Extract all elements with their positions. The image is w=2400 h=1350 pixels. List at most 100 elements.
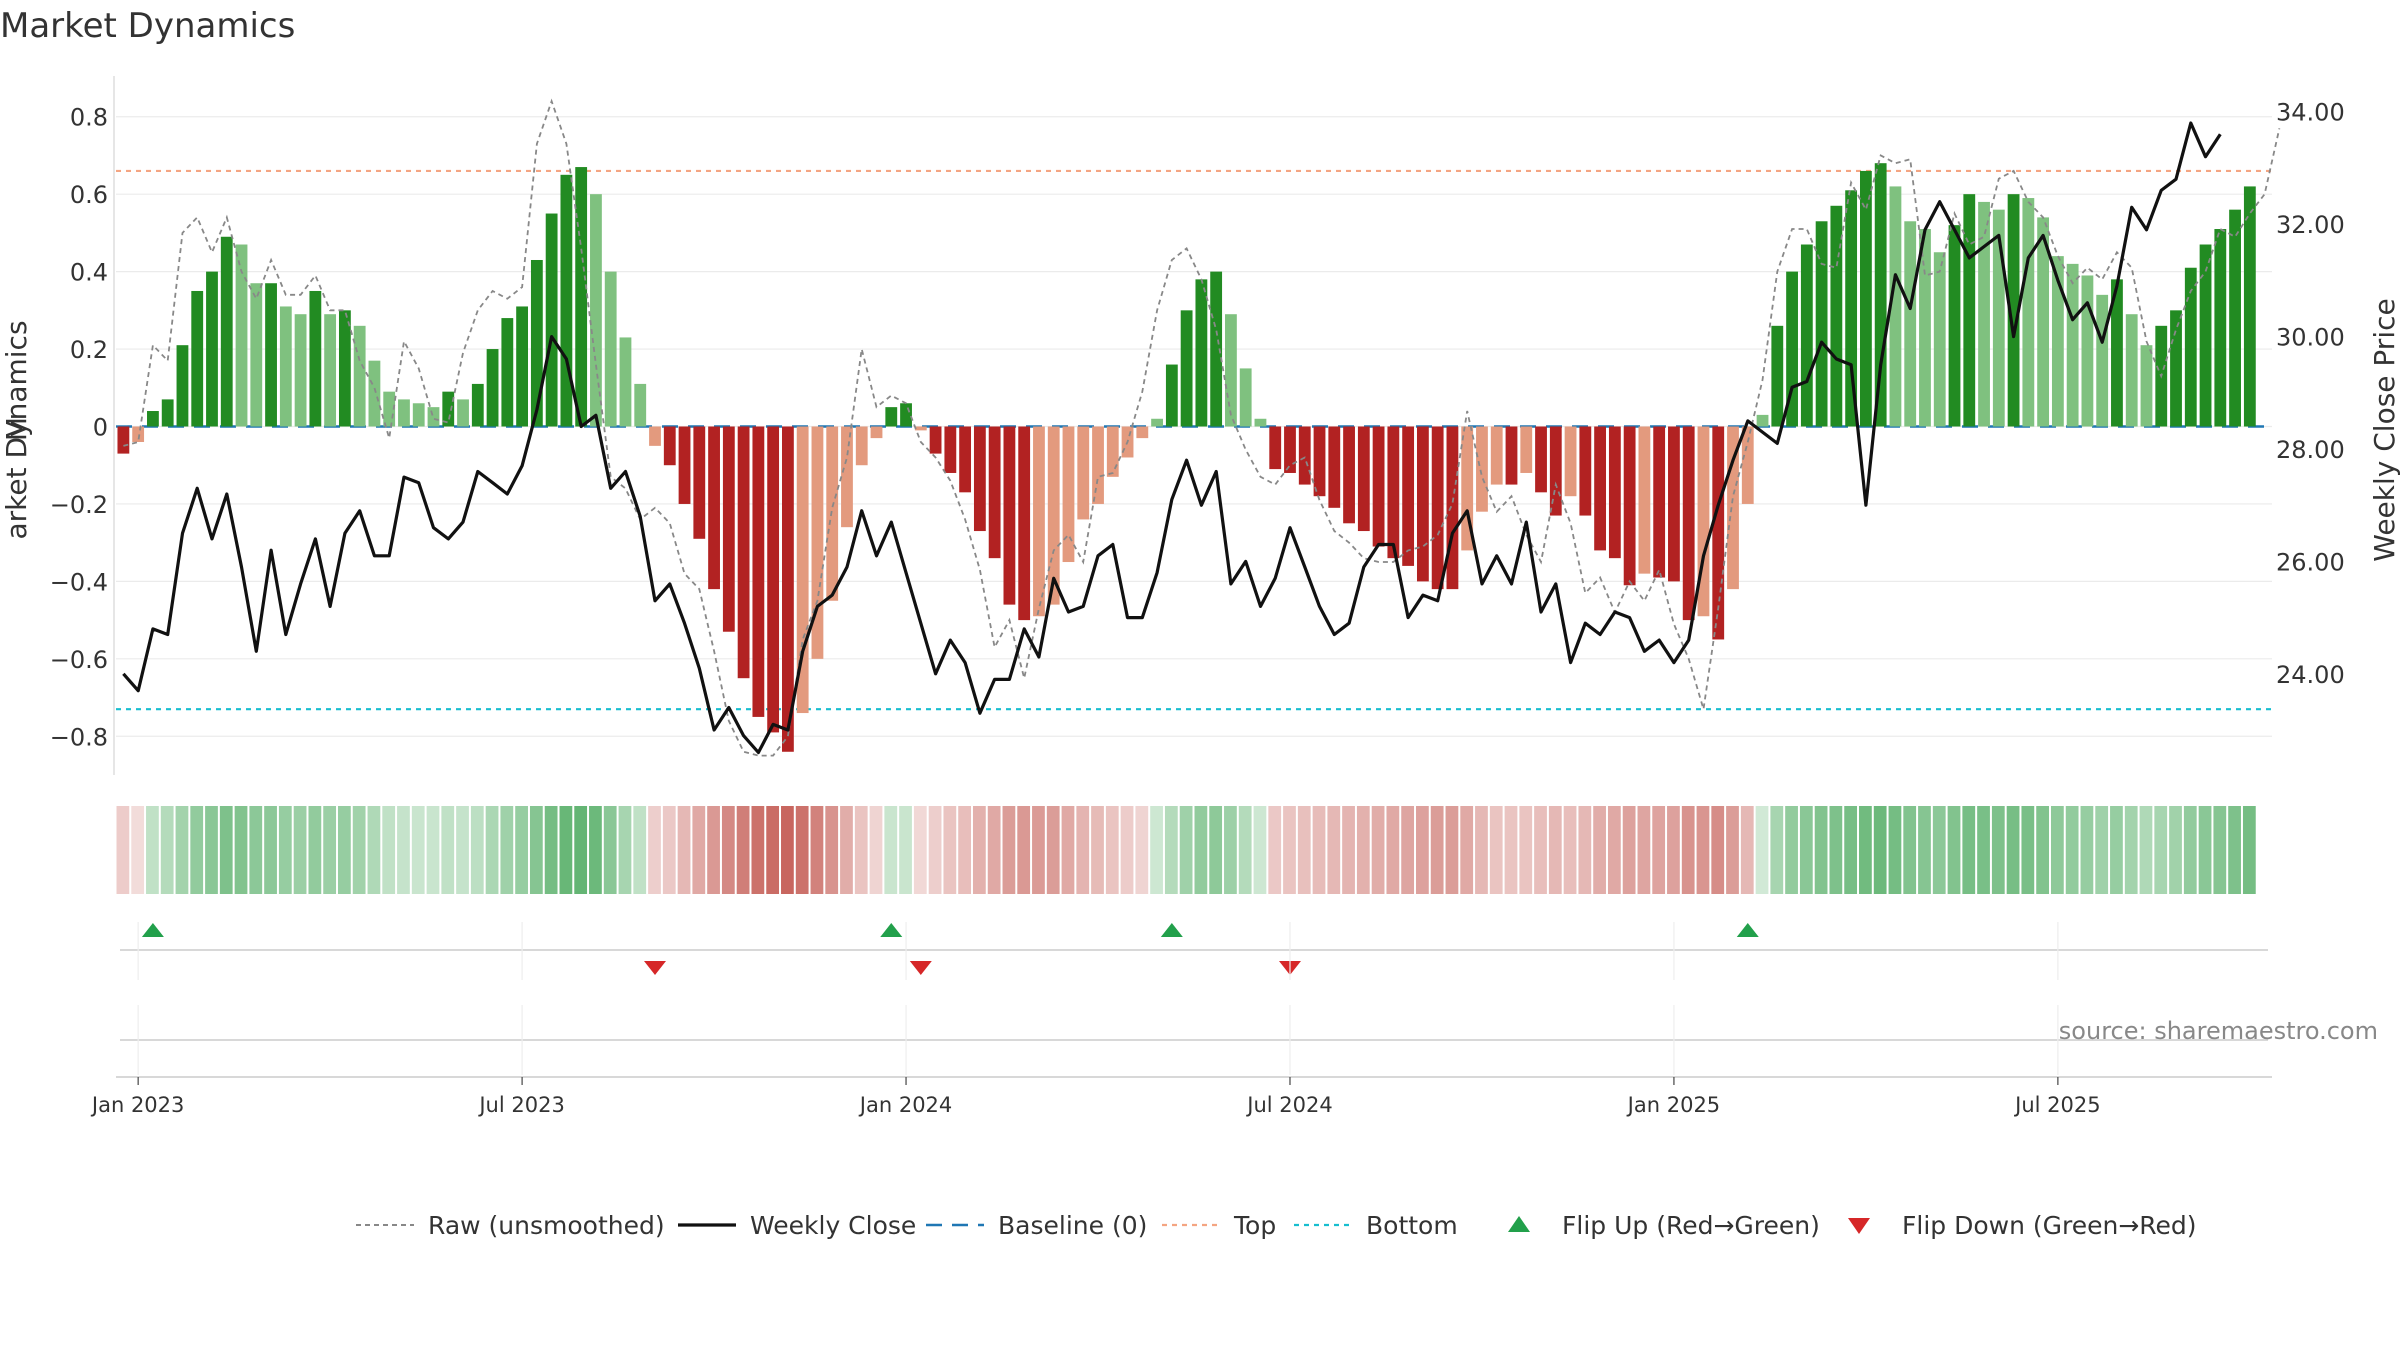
dynamics-bar (501, 318, 514, 427)
dynamics-bar (914, 426, 927, 431)
strip-cell (1888, 806, 1902, 894)
dynamics-bar (1549, 426, 1562, 516)
strip-cell (1681, 806, 1695, 894)
dynamics-bar (412, 403, 425, 427)
strip-cell (2036, 806, 2049, 894)
dynamics-bars (117, 163, 2256, 752)
x-axis: Jan 2023 Jul 2023 Jan 2024 Jul 2024 Jan 2025… (90, 922, 2272, 1117)
dynamics-bar (1313, 426, 1326, 497)
strip-cell (766, 806, 780, 894)
legend-item: Top (1162, 1211, 1276, 1240)
dynamics-bar (1092, 426, 1104, 504)
strip-cell (1297, 806, 1311, 894)
strip-cell (2213, 806, 2227, 894)
dynamics-bar (2184, 267, 2197, 427)
strip-cell (1416, 806, 1429, 894)
strip-cell (677, 806, 691, 894)
strip-cell (2080, 806, 2094, 894)
legend-label: Flip Down (Green→Red) (1902, 1211, 2197, 1240)
strip-cell (2006, 806, 2020, 894)
strip-cell (323, 806, 337, 894)
dynamics-bar (1520, 426, 1533, 473)
dynamics-bar (1859, 170, 1872, 427)
strip-cell (1637, 806, 1651, 894)
strip-cell (2139, 806, 2153, 894)
dynamics-bar (1269, 426, 1282, 470)
strip-cell (1342, 806, 1355, 894)
right-tick-label: 32.00 (2276, 211, 2345, 239)
right-axis-label: Weekly Close Price (2368, 298, 2400, 561)
legend-item: Flip Down (Green→Red) (1848, 1211, 2197, 1240)
dynamics-bar (2051, 256, 2064, 427)
dynamics-bar (752, 426, 765, 717)
dynamics-bar (959, 426, 972, 493)
regime-strip (116, 806, 2256, 894)
legend-item: Weekly Close (678, 1211, 916, 1240)
strip-cell (1726, 806, 1739, 894)
dynamics-bar (663, 426, 676, 466)
dynamics-bar (1298, 426, 1311, 485)
strip-cell (795, 806, 809, 894)
dynamics-bar (383, 391, 396, 427)
strip-cell (1238, 806, 1252, 894)
strip-cell (1711, 806, 1725, 894)
legend-item: Baseline (0) (926, 1211, 1147, 1240)
flip-up-marker (1736, 923, 1759, 937)
dynamics-bar (191, 290, 204, 427)
strip-cell (854, 806, 868, 894)
strip-cell (810, 806, 824, 894)
dynamics-bar (1771, 325, 1784, 427)
strip-cell (1209, 806, 1223, 894)
strip-cell (987, 806, 1001, 894)
dynamics-bar (206, 271, 218, 427)
dynamics-bar (634, 383, 647, 427)
dynamics-bar (693, 426, 706, 539)
strip-cell (441, 806, 455, 894)
strip-cell (1076, 806, 1090, 894)
x-tick-label: Jan 2024 (858, 1093, 953, 1117)
strip-cell (2110, 806, 2123, 894)
axes: 0.8 0.6 0.4 0.2 0 −0.2 −0.4 −0.6 −0.8 34.00 32.00 3… (50, 76, 2345, 775)
strip-cell (1032, 806, 1045, 894)
strip-cell (1519, 806, 1533, 894)
strip-cell (2065, 806, 2079, 894)
dynamics-bar (1786, 271, 1798, 427)
strip-cell (2169, 806, 2182, 894)
dynamics-bar (1564, 426, 1577, 497)
strip-cell (825, 806, 839, 894)
dynamics-bar (1830, 205, 1843, 427)
dynamics-bar (1992, 209, 2005, 427)
dynamics-bar (545, 213, 558, 427)
dynamics-bar (1210, 271, 1223, 427)
dynamics-bar (1653, 426, 1666, 578)
dynamics-bar (2229, 209, 2241, 427)
dynamics-bar (1608, 426, 1621, 559)
strip-cell (1696, 806, 1710, 894)
left-tick-label: −0.6 (50, 646, 108, 674)
dynamics-bar (2214, 229, 2227, 427)
strip-cell (1962, 806, 1976, 894)
dynamics-bar (1535, 426, 1547, 493)
strip-cell (943, 806, 957, 894)
strip-cell (899, 806, 912, 894)
strip-cell (278, 806, 292, 894)
strip-cell (1475, 806, 1488, 894)
dynamics-bar (1579, 426, 1592, 516)
legend-label: Raw (unsmoothed) (428, 1211, 665, 1240)
dynamics-bar (2066, 263, 2079, 427)
dynamics-bar (427, 407, 440, 427)
dynamics-bar (855, 426, 868, 466)
strip-cell (2050, 806, 2064, 894)
strip-cell (1150, 806, 1163, 894)
strip-cell (219, 806, 233, 894)
dynamics-bar (1933, 252, 1946, 427)
dynamics-bar (1978, 201, 1990, 427)
dynamics-bar (324, 314, 337, 427)
strip-cell (2124, 806, 2138, 894)
legend-swatch (1848, 1218, 1870, 1234)
series-lines (122, 98, 2281, 757)
left-tick-label: 0.4 (70, 259, 108, 287)
strip-cell (707, 806, 720, 894)
legend-item: Flip Up (Red→Green) (1508, 1211, 1820, 1240)
strip-cell (411, 806, 425, 894)
